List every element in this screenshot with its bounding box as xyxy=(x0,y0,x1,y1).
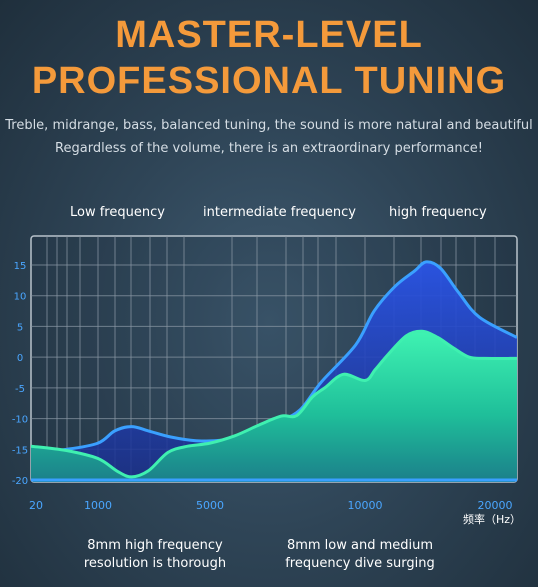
caption-right-line-1: 8mm low and medium xyxy=(286,538,434,553)
x-tick-label: 1000 xyxy=(84,499,112,512)
caption-left-line-2: resolution is thorough xyxy=(83,556,227,571)
y-tick-label: 0 xyxy=(17,353,23,364)
band-label-mid: intermediate frequency xyxy=(203,205,356,220)
title-line-2: PROFESSIONAL TUNING xyxy=(31,60,507,102)
title-line-1: MASTER-LEVEL xyxy=(115,14,423,56)
caption-left-line-1: 8mm high frequency xyxy=(87,538,223,553)
x-tick-label: 10000 xyxy=(348,499,383,512)
green-response-area xyxy=(31,331,517,482)
band-label-low: Low frequency xyxy=(70,205,165,220)
subtitle-line-1: Treble, midrange, bass, balanced tuning,… xyxy=(5,118,533,133)
x-tick-label: 20 xyxy=(29,499,43,512)
subtitle-line-2: Regardless of the volume, there is an ex… xyxy=(55,141,483,156)
y-tick-label: -20 xyxy=(12,476,28,487)
band-label-high: high frequency xyxy=(389,205,487,220)
y-tick-labels: 15 10 5 0 -5 -10 -15 -20 xyxy=(12,261,28,487)
green-response-line xyxy=(31,329,517,479)
y-tick-label: -5 xyxy=(15,384,25,395)
caption-high-frequency: 8mm high frequency resolution is thoroug… xyxy=(60,537,250,573)
x-tick-labels: 20 1000 5000 10000 20000 xyxy=(29,499,513,512)
y-tick-label: 5 xyxy=(17,322,23,333)
y-tick-label: -15 xyxy=(12,445,28,456)
x-tick-label: 20000 xyxy=(478,499,513,512)
x-tick-label: 5000 xyxy=(196,499,224,512)
y-tick-label: -10 xyxy=(12,415,28,426)
caption-low-medium-frequency: 8mm low and medium frequency dive surgin… xyxy=(265,537,455,573)
y-tick-label: 15 xyxy=(14,261,27,272)
areas xyxy=(31,260,517,482)
y-tick-label: 10 xyxy=(14,292,27,303)
caption-right-line-2: frequency dive surging xyxy=(285,556,435,571)
x-unit-label: 频率（Hz） xyxy=(463,512,521,526)
